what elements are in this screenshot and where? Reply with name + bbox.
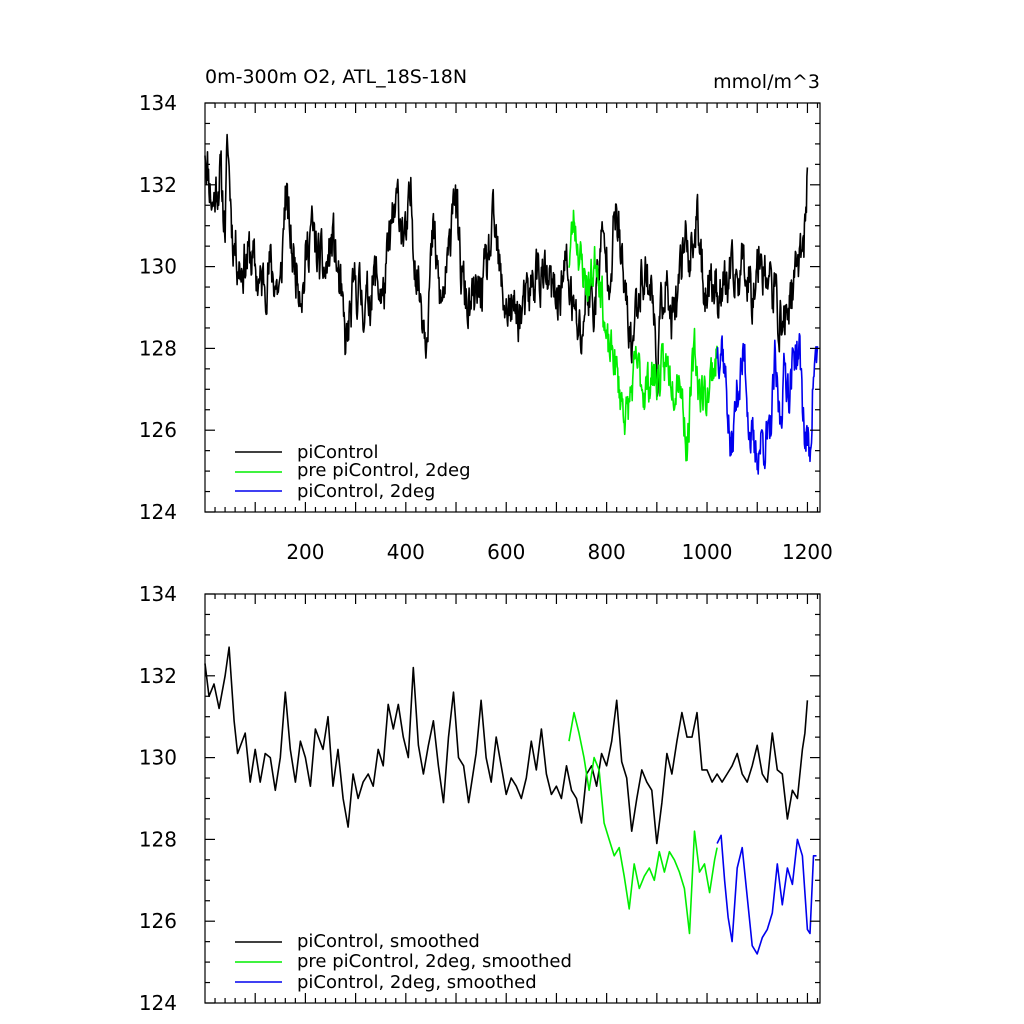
bottom-series-picontrol-smoothed	[204, 646, 809, 845]
units-label: mmol/m^3	[713, 71, 820, 93]
bottom-y-tick-label: 128	[139, 827, 177, 851]
bottom-y-tick-labels: 124 126 128 130 132 134	[139, 582, 177, 1015]
bottom-y-tick-label: 126	[139, 909, 177, 933]
top-panel: 0m-300m O2, ATL_18S-18N mmol/m^3 1241261…	[139, 66, 833, 564]
legend-label-pre-picontrol-2deg-smoothed: pre piControl, 2deg, smoothed	[297, 951, 572, 972]
top-series-picontrol	[204, 133, 809, 397]
top-ticks	[205, 102, 820, 513]
bottom-lines	[204, 646, 817, 955]
bottom-y-tick-label: 130	[139, 746, 177, 770]
top-y-tick-label: 130	[139, 255, 177, 279]
top-y-tick-label: 126	[139, 418, 177, 442]
top-x-tick-label: 1200	[782, 540, 833, 564]
bottom-y-tick-label: 132	[139, 664, 177, 688]
bottom-series-pre-picontrol-2deg-smoothed	[568, 711, 718, 935]
top-lines	[204, 133, 819, 475]
top-x-tick-label: 600	[487, 540, 525, 564]
top-x-tick-label: 1000	[682, 540, 733, 564]
bottom-ticks	[205, 593, 820, 1004]
legend-label-picontrol-smoothed: piControl, smoothed	[297, 931, 480, 952]
top-y-tick-label: 128	[139, 336, 177, 360]
bottom-y-tick-label: 124	[139, 991, 177, 1015]
bottom-series-picontrol-2deg-smoothed	[716, 834, 817, 955]
top-x-tick-label: 200	[286, 540, 324, 564]
bottom-legend: piControl, smoothed pre piControl, 2deg,…	[235, 931, 572, 993]
top-series-pre-picontrol-2deg	[568, 209, 718, 462]
top-y-tick-label: 124	[139, 500, 177, 524]
top-x-tick-label: 800	[588, 540, 626, 564]
chart-title: 0m-300m O2, ATL_18S-18N	[205, 66, 467, 88]
top-legend: piControl pre piControl, 2deg piControl,…	[235, 442, 471, 502]
top-y-tick-label: 132	[139, 173, 177, 197]
top-series-picontrol-2deg	[716, 333, 819, 475]
legend-label-pre-picontrol-2deg: pre piControl, 2deg	[297, 460, 471, 481]
top-y-tick-label: 134	[139, 91, 177, 115]
legend-label-picontrol-2deg-smoothed: piControl, 2deg, smoothed	[297, 972, 537, 993]
bottom-y-tick-label: 134	[139, 582, 177, 606]
legend-label-picontrol-2deg: piControl, 2deg	[297, 481, 435, 502]
top-y-tick-labels: 124 126 128 130 132 134	[139, 91, 177, 524]
top-x-tick-label: 400	[387, 540, 425, 564]
legend-label-picontrol: piControl	[297, 442, 379, 463]
bottom-panel: 124 126 128 130 132 134 piControl, smoothed p…	[139, 582, 821, 1015]
top-x-tick-labels: 200 400 600 800 1000 1200	[286, 540, 833, 564]
